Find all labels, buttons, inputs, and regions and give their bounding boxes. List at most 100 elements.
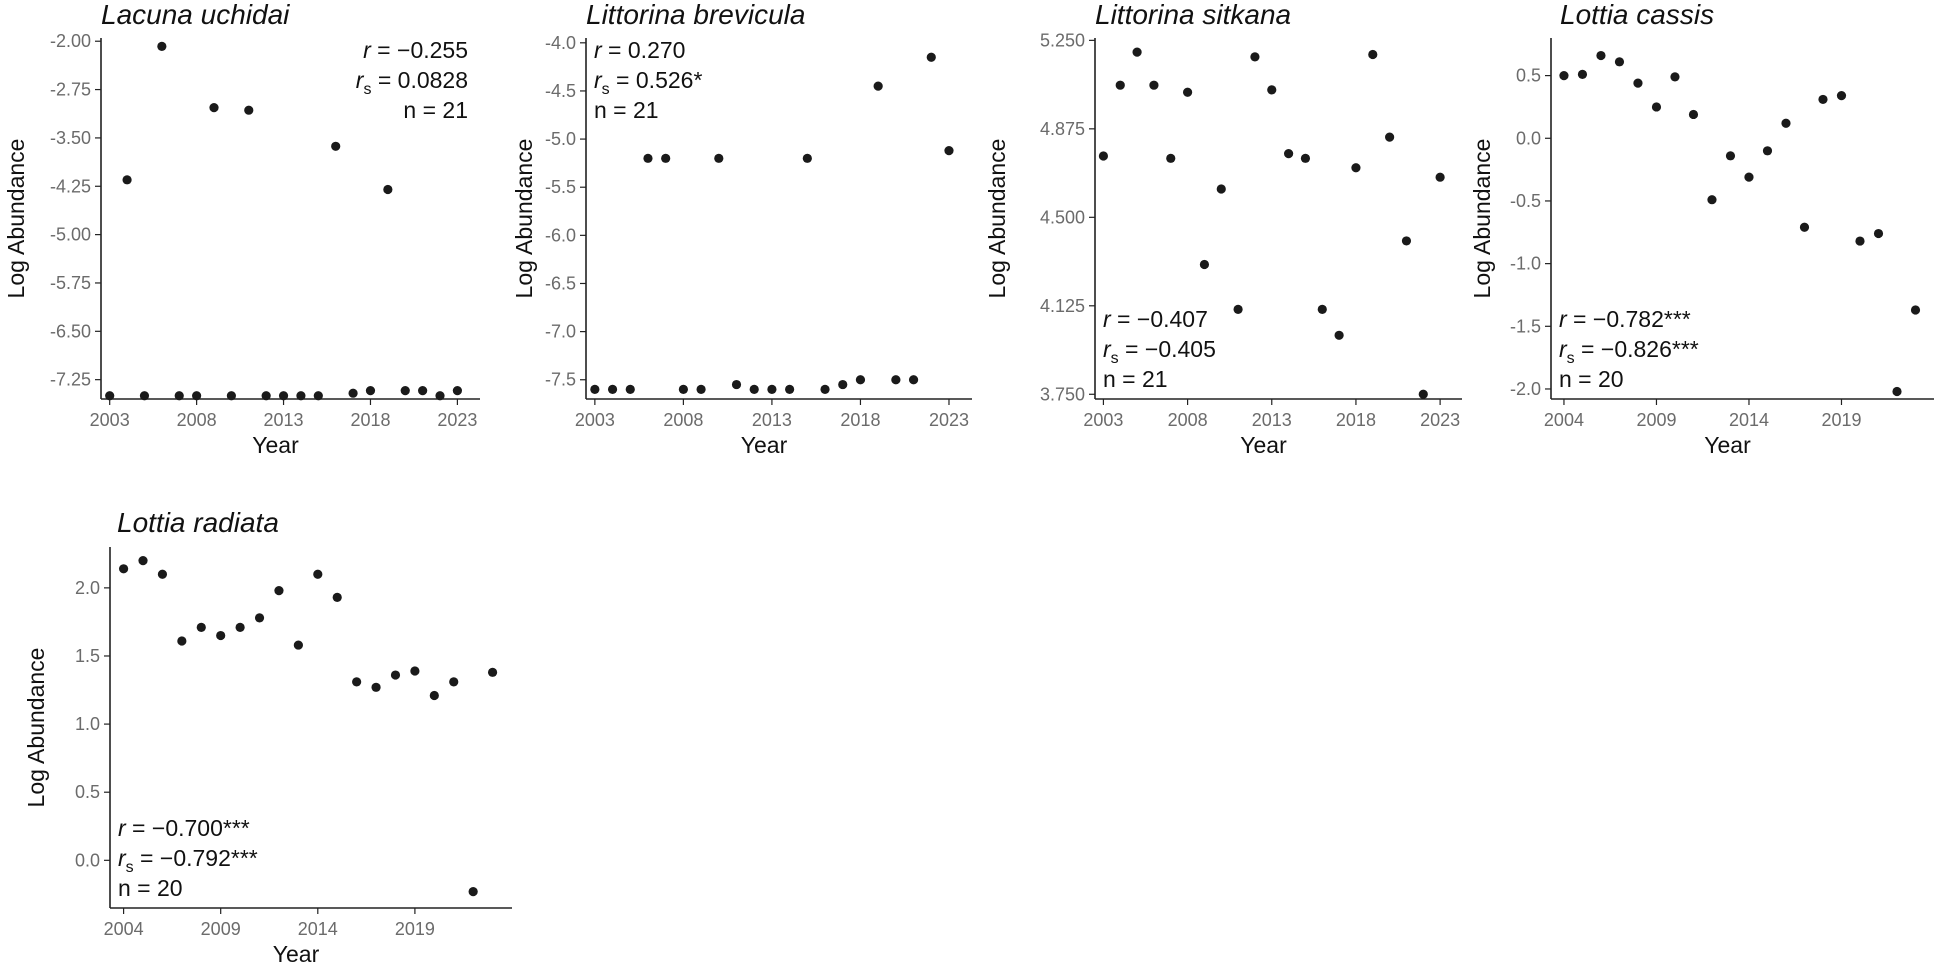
y-tick-label: -1.5 bbox=[1510, 316, 1541, 336]
y-axis-label: Log Abundance bbox=[1469, 139, 1495, 299]
data-point bbox=[1744, 172, 1754, 182]
panel-title: Lottia cassis bbox=[1560, 0, 1714, 30]
data-point bbox=[1149, 80, 1159, 90]
data-point bbox=[625, 384, 635, 394]
data-point bbox=[332, 592, 342, 603]
data-point bbox=[400, 386, 410, 396]
data-point bbox=[1233, 304, 1243, 314]
y-tick-label: 0.0 bbox=[1516, 128, 1541, 148]
x-axis-label: Year bbox=[1704, 432, 1751, 458]
data-point bbox=[196, 622, 206, 632]
data-point bbox=[452, 386, 462, 396]
data-point bbox=[678, 384, 688, 394]
panel-title: Lacuna uchidai bbox=[101, 0, 290, 30]
y-tick-label: -4.5 bbox=[545, 81, 576, 101]
x-tick-label: 2003 bbox=[1083, 410, 1123, 430]
stat-rs: rs = −0.792*** bbox=[118, 845, 258, 876]
y-tick-label: -7.25 bbox=[50, 370, 91, 390]
x-tick-label: 2023 bbox=[1420, 410, 1460, 430]
stat-r: r = −0.407 bbox=[1103, 306, 1208, 332]
data-point bbox=[254, 613, 265, 623]
panel-2: Littorina brevicula -4.0 -4.5 -5.0 -5.5 -6.0 -… bbox=[511, 0, 972, 458]
data-point bbox=[767, 384, 777, 394]
y-tick-label: 4.500 bbox=[1040, 207, 1085, 227]
y-tick-label: -1.0 bbox=[1510, 254, 1541, 274]
data-point bbox=[348, 388, 358, 398]
data-point bbox=[122, 175, 132, 185]
data-point bbox=[352, 677, 362, 687]
panel-title: Littorina brevicula bbox=[586, 0, 805, 30]
x-tick-label: 2003 bbox=[90, 410, 130, 430]
data-point bbox=[383, 184, 393, 195]
data-point bbox=[1368, 49, 1378, 60]
x-tick-label: 2008 bbox=[1168, 410, 1208, 430]
x-axis-label: Year bbox=[273, 941, 320, 967]
data-point bbox=[1300, 153, 1311, 163]
data-point bbox=[749, 384, 759, 394]
data-point bbox=[1199, 259, 1210, 270]
y-axis-label: Log Abundance bbox=[3, 139, 29, 299]
y-tick-label: -5.75 bbox=[50, 273, 91, 293]
data-point bbox=[1651, 102, 1662, 112]
stat-n: n = 20 bbox=[118, 875, 183, 901]
y-tick-label: 0.5 bbox=[1516, 66, 1541, 86]
y-tick-label: -6.50 bbox=[50, 321, 91, 341]
y-tick-label: -5.0 bbox=[545, 129, 576, 149]
data-point bbox=[908, 375, 919, 385]
y-tick-label: -7.5 bbox=[545, 370, 576, 390]
data-point bbox=[1688, 109, 1699, 120]
x-tick-label: 2013 bbox=[1252, 410, 1292, 430]
y-tick-label: -2.0 bbox=[1510, 379, 1541, 399]
data-point bbox=[261, 391, 271, 401]
data-point bbox=[1351, 163, 1361, 173]
data-point bbox=[1892, 386, 1902, 397]
data-point bbox=[1577, 69, 1588, 79]
data-point bbox=[1781, 118, 1791, 128]
panel-title: Littorina sitkana bbox=[1095, 0, 1291, 30]
data-point bbox=[1317, 304, 1327, 314]
x-tick-label: 2014 bbox=[298, 919, 338, 939]
data-point bbox=[278, 391, 289, 401]
y-tick-label: 0.5 bbox=[75, 782, 100, 802]
data-point bbox=[118, 564, 129, 574]
data-point bbox=[1250, 52, 1260, 62]
data-point bbox=[468, 887, 478, 897]
data-point bbox=[209, 103, 219, 113]
y-tick-label: 5.250 bbox=[1040, 30, 1085, 50]
data-point bbox=[1725, 151, 1736, 161]
data-point bbox=[1910, 305, 1921, 315]
data-point bbox=[371, 682, 381, 692]
x-tick-label: 2009 bbox=[1636, 410, 1676, 430]
data-point bbox=[1401, 236, 1412, 246]
data-point bbox=[429, 690, 439, 701]
data-point bbox=[873, 81, 883, 91]
y-tick-label: -0.5 bbox=[1510, 191, 1541, 211]
y-tick-label: -4.25 bbox=[50, 176, 91, 196]
data-point bbox=[410, 666, 420, 676]
data-point bbox=[926, 52, 936, 62]
data-point bbox=[1267, 85, 1277, 95]
x-tick-label: 2008 bbox=[663, 410, 703, 430]
y-tick-label: 3.750 bbox=[1040, 384, 1085, 404]
y-tick-label: 4.125 bbox=[1040, 296, 1085, 316]
x-tick-label: 2013 bbox=[264, 410, 304, 430]
y-tick-label: -4.0 bbox=[545, 33, 576, 53]
y-axis-label: Log Abundance bbox=[23, 648, 49, 808]
y-tick-label: 1.5 bbox=[75, 646, 100, 666]
data-point bbox=[838, 379, 848, 390]
data-point bbox=[313, 569, 323, 579]
data-point bbox=[1418, 389, 1428, 399]
stat-n: n = 21 bbox=[1103, 366, 1168, 392]
data-point bbox=[1435, 172, 1445, 182]
y-tick-label: -6.0 bbox=[545, 225, 576, 245]
data-point bbox=[244, 105, 254, 115]
panel-1: Lacuna uchidai -2.00 -2.75 -3.50 -4.25 -5.00 -… bbox=[3, 0, 480, 458]
stat-n: n = 21 bbox=[403, 97, 468, 123]
x-tick-label: 2003 bbox=[575, 410, 615, 430]
data-point bbox=[1670, 72, 1680, 82]
stat-r: r = 0.270 bbox=[594, 37, 685, 63]
stat-r: r = −0.782*** bbox=[1559, 306, 1691, 332]
data-point bbox=[105, 391, 115, 401]
data-point bbox=[313, 391, 323, 401]
